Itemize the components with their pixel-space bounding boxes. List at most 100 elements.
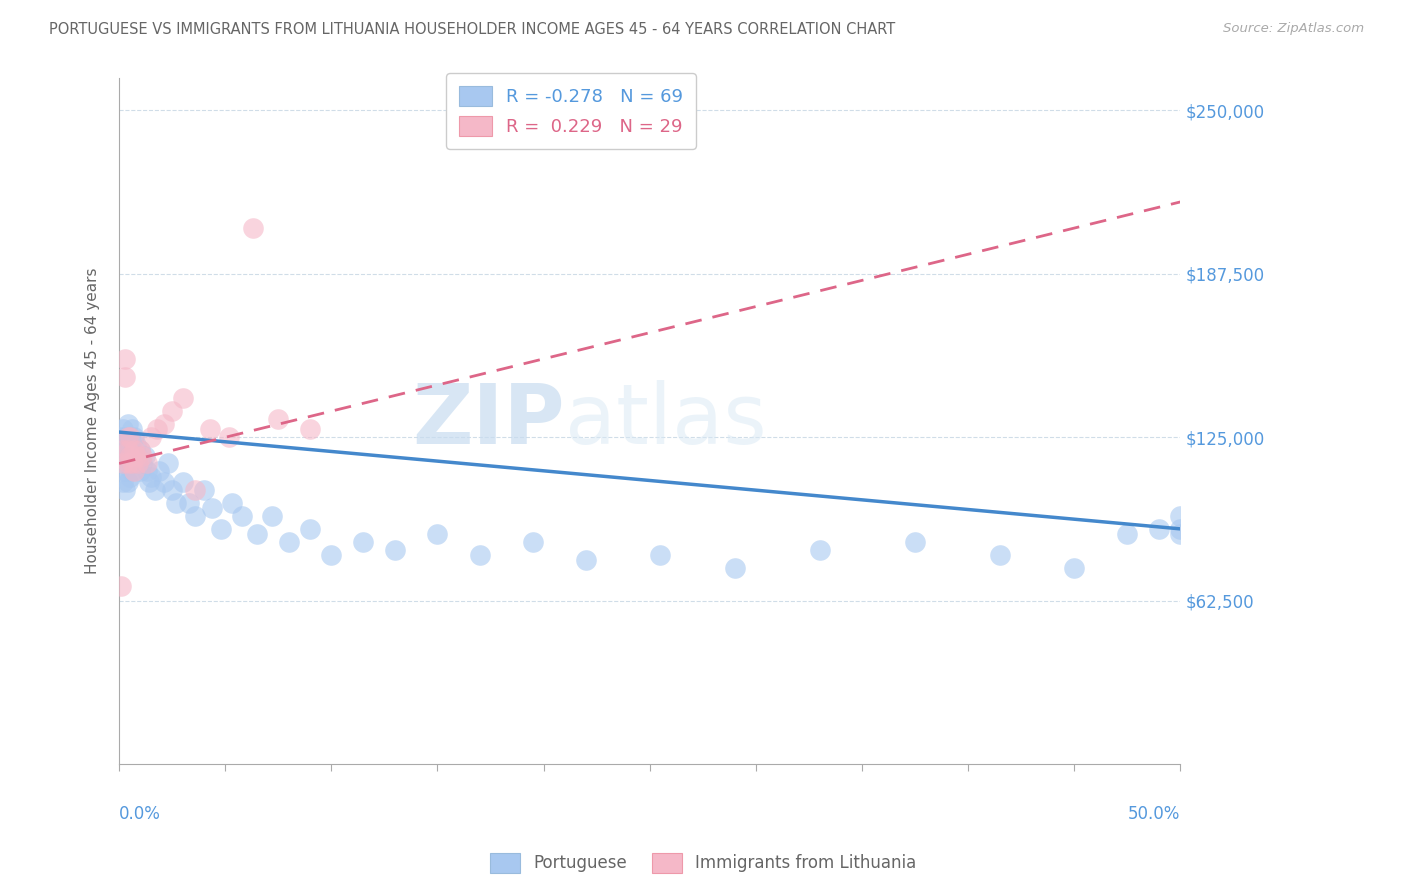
Point	[904, 535, 927, 549]
Point	[121, 457, 143, 471]
Y-axis label: Householder Income Ages 45 - 64 years: Householder Income Ages 45 - 64 years	[86, 268, 100, 574]
Text: atlas: atlas	[565, 381, 766, 461]
Point	[114, 351, 136, 366]
Text: ZIP: ZIP	[412, 381, 565, 461]
Point	[299, 522, 322, 536]
Point	[112, 422, 135, 436]
Point	[1116, 527, 1139, 541]
Point	[114, 449, 136, 463]
Point	[134, 449, 156, 463]
Point	[184, 508, 207, 523]
Point	[117, 443, 139, 458]
Point	[650, 548, 672, 562]
Point	[122, 443, 145, 458]
Point	[112, 443, 135, 458]
Point	[122, 430, 145, 444]
Point	[1147, 522, 1170, 536]
Point	[117, 457, 139, 471]
Point	[118, 469, 141, 483]
Point	[260, 508, 283, 523]
Point	[125, 457, 148, 471]
Point	[1170, 508, 1192, 523]
Point	[121, 443, 143, 458]
Point	[112, 443, 135, 458]
Point	[267, 412, 290, 426]
Point	[112, 475, 135, 489]
Point	[988, 548, 1011, 562]
Text: PORTUGUESE VS IMMIGRANTS FROM LITHUANIA HOUSEHOLDER INCOME AGES 45 - 64 YEARS CO: PORTUGUESE VS IMMIGRANTS FROM LITHUANIA …	[49, 22, 896, 37]
Point	[384, 542, 406, 557]
Point	[117, 438, 139, 452]
Point	[117, 457, 139, 471]
Point	[118, 430, 141, 444]
Point	[277, 535, 299, 549]
Point	[131, 457, 153, 471]
Point	[143, 483, 166, 497]
Point	[129, 443, 152, 458]
Point	[112, 457, 135, 471]
Text: 0.0%: 0.0%	[120, 805, 160, 823]
Point	[152, 417, 174, 432]
Point	[110, 579, 132, 593]
Point	[522, 535, 544, 549]
Point	[110, 438, 132, 452]
Point	[201, 500, 224, 515]
Point	[184, 483, 207, 497]
Point	[135, 464, 157, 478]
Point	[723, 561, 745, 575]
Point	[110, 430, 132, 444]
Point	[138, 475, 160, 489]
Point	[221, 496, 243, 510]
Point	[114, 483, 136, 497]
Point	[114, 430, 136, 444]
Point	[117, 430, 139, 444]
Point	[114, 464, 136, 478]
Point	[129, 464, 152, 478]
Point	[200, 422, 222, 436]
Point	[127, 457, 149, 471]
Point	[808, 542, 831, 557]
Point	[426, 527, 449, 541]
Point	[125, 449, 148, 463]
Point	[172, 391, 194, 405]
Point	[122, 449, 145, 463]
Point	[242, 221, 264, 235]
Point	[231, 508, 253, 523]
Point	[131, 449, 153, 463]
Point	[135, 457, 157, 471]
Point	[172, 475, 194, 489]
Point	[139, 469, 162, 483]
Point	[122, 464, 145, 478]
Point	[160, 404, 183, 418]
Point	[152, 475, 174, 489]
Point	[193, 483, 215, 497]
Point	[1170, 527, 1192, 541]
Point	[118, 430, 141, 444]
Point	[165, 496, 187, 510]
Point	[321, 548, 343, 562]
Point	[114, 370, 136, 384]
Point	[352, 535, 374, 549]
Point	[468, 548, 491, 562]
Point	[209, 522, 232, 536]
Point	[118, 449, 141, 463]
Point	[125, 438, 148, 452]
Point	[575, 553, 598, 567]
Point	[1170, 522, 1192, 536]
Point	[299, 422, 322, 436]
Point	[177, 496, 200, 510]
Point	[127, 449, 149, 463]
Point	[129, 443, 152, 458]
Point	[117, 417, 139, 432]
Point	[246, 527, 269, 541]
Point	[110, 449, 132, 463]
Point	[118, 449, 141, 463]
Point	[139, 430, 162, 444]
Point	[1063, 561, 1085, 575]
Point	[156, 457, 179, 471]
Text: 50.0%: 50.0%	[1128, 805, 1181, 823]
Point	[117, 475, 139, 489]
Point	[121, 464, 143, 478]
Legend: R = -0.278   N = 69, R =  0.229   N = 29: R = -0.278 N = 69, R = 0.229 N = 29	[447, 73, 696, 149]
Point	[218, 430, 240, 444]
